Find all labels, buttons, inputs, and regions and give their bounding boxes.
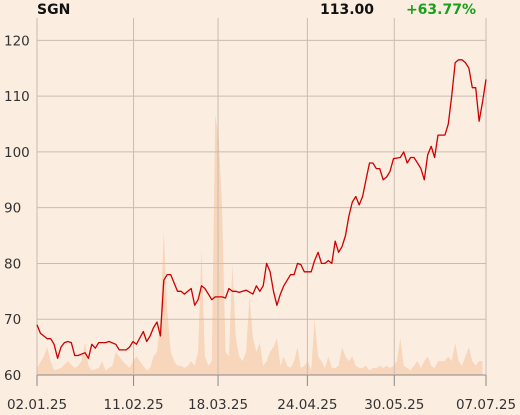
x-tick-label: 07.07.25 — [456, 397, 516, 413]
y-tick-label: 90 — [4, 201, 21, 217]
y-tick-label: 60 — [4, 368, 21, 384]
y-tick-label: 110 — [4, 89, 30, 105]
x-tick-label: 11.02.25 — [103, 397, 163, 413]
y-tick-label: 100 — [4, 145, 30, 161]
x-tick-label: 18.03.25 — [188, 397, 248, 413]
y-tick-label: 70 — [4, 312, 21, 328]
percent-change: +63.77% — [405, 2, 476, 18]
x-tick-label: 30.05.25 — [364, 397, 424, 413]
ticker-symbol: SGN — [37, 2, 71, 18]
last-price: 113.00 — [319, 2, 374, 18]
y-tick-label: 120 — [4, 33, 30, 49]
x-tick-label: 24.04.25 — [277, 397, 337, 413]
y-tick-label: 80 — [4, 256, 21, 272]
x-tick-label: 02.01.25 — [7, 397, 67, 413]
price-line — [36, 59, 487, 359]
volume-area — [37, 115, 483, 375]
